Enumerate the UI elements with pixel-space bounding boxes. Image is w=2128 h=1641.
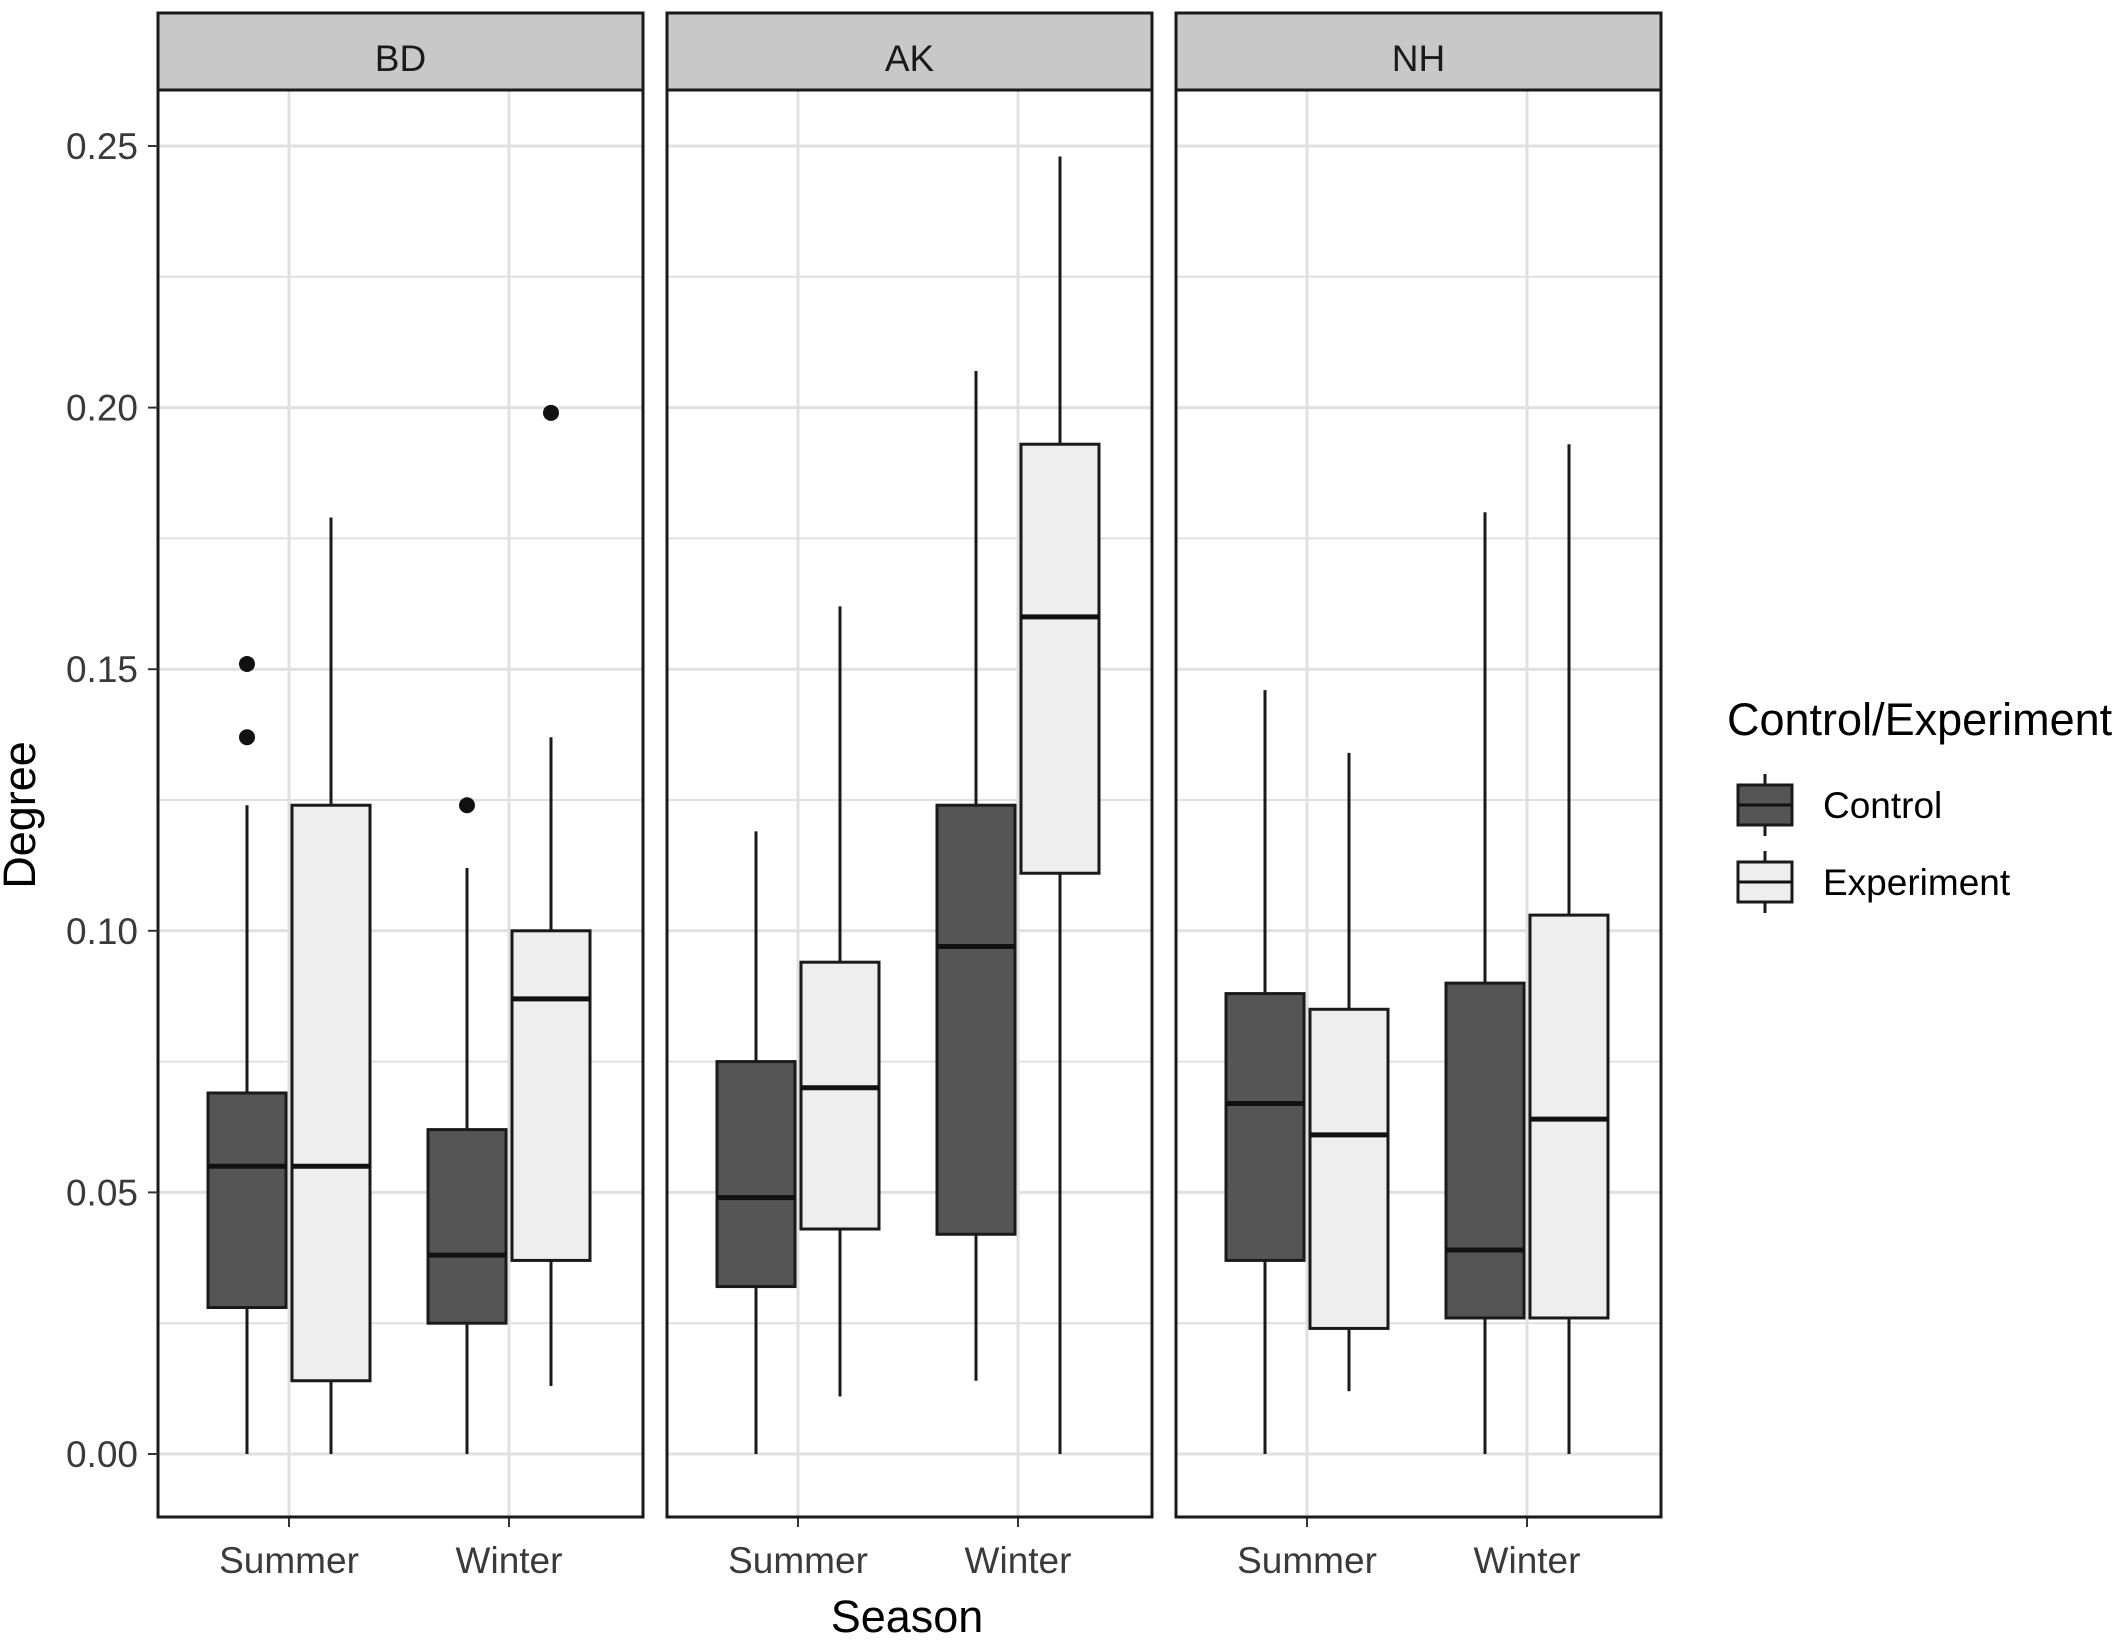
- x-tick-label-winter: Winter: [1474, 1540, 1581, 1581]
- box-bd-winter-control: [426, 797, 508, 1454]
- box-ak-summer-control: [715, 831, 797, 1454]
- legend-item-experiment: Experiment: [1736, 851, 2011, 913]
- y-tick-label: 0.05: [66, 1172, 138, 1213]
- facet-panels: BD Summer Winter AK Summer Winter NH Summer Wint…: [156, 11, 1663, 1581]
- facet-label-ak: AK: [885, 38, 935, 79]
- box-body: [1308, 1007, 1390, 1330]
- box-bd-summer-experiment: [290, 517, 372, 1454]
- y-tick-label: 0.10: [66, 911, 138, 952]
- legend: Control/Experiment Control Experiment: [1727, 694, 2113, 913]
- box-body: [799, 960, 881, 1231]
- box-bd-summer-control: [206, 655, 288, 1454]
- y-tick-label: 0.20: [66, 388, 138, 429]
- box-body: [1224, 992, 1306, 1262]
- box-body: [510, 929, 592, 1262]
- box-body: [1019, 442, 1101, 875]
- box-nh-summer-control: [1224, 690, 1306, 1454]
- box-body: [1444, 981, 1526, 1320]
- box-body: [935, 803, 1017, 1236]
- outlier-point: [543, 404, 559, 421]
- legend-title: Control/Experiment: [1727, 694, 2113, 745]
- facet-label-bd: BD: [375, 38, 426, 79]
- box-ak-summer-experiment: [799, 606, 881, 1397]
- y-axis-title: Degree: [0, 741, 45, 889]
- legend-label-experiment: Experiment: [1823, 862, 2011, 903]
- box-body: [426, 1128, 508, 1325]
- box-bd-winter-experiment: [510, 404, 592, 1386]
- box-nh-winter-control: [1444, 512, 1526, 1454]
- box-nh-winter-experiment: [1528, 444, 1610, 1454]
- x-tick-label-summer: Summer: [728, 1540, 868, 1581]
- y-tick-label: 0.15: [66, 649, 138, 690]
- x-tick-label-summer: Summer: [1237, 1540, 1377, 1581]
- legend-label-control: Control: [1823, 785, 1942, 826]
- x-axis-title: Season: [831, 1591, 984, 1641]
- y-axis: 0.00 0.05 0.10 0.15 0.20 0.25: [66, 126, 158, 1475]
- panel-border-bd: [156, 88, 645, 1519]
- box-body: [1528, 913, 1610, 1320]
- box-nh-summer-experiment: [1308, 752, 1390, 1392]
- outlier-point: [459, 797, 475, 814]
- x-tick-label-winter: Winter: [456, 1540, 563, 1581]
- box-body: [290, 803, 372, 1383]
- legend-item-control: Control: [1736, 774, 1942, 836]
- box-body: [206, 1091, 288, 1310]
- box-ak-winter-control: [935, 370, 1017, 1381]
- y-tick-label: 0.25: [66, 126, 138, 167]
- y-tick-label: 0.00: [66, 1434, 138, 1475]
- facet-strip-ak: [665, 11, 1154, 92]
- box-body: [715, 1060, 797, 1289]
- facet-strip-nh: [1174, 11, 1663, 92]
- box-ak-winter-experiment: [1019, 156, 1101, 1454]
- panel-border-ak: [665, 88, 1154, 1519]
- x-tick-label-summer: Summer: [219, 1540, 359, 1581]
- facet-label-nh: NH: [1392, 38, 1445, 79]
- outlier-point: [239, 655, 255, 672]
- facet-strip-bd: [156, 11, 645, 92]
- panel-border-nh: [1174, 88, 1663, 1519]
- x-tick-label-winter: Winter: [965, 1540, 1072, 1581]
- outlier-point: [239, 729, 255, 746]
